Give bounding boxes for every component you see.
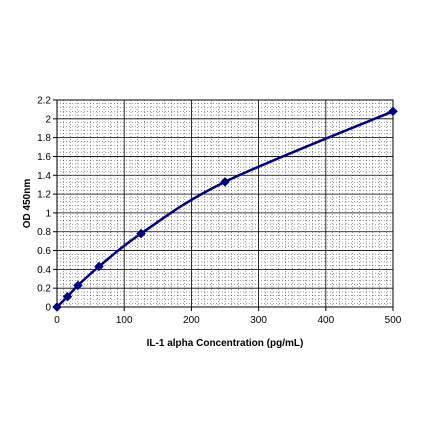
y-tick-label: 2	[45, 114, 51, 125]
data-point-diamond	[62, 291, 73, 302]
y-tick-label: 0	[45, 303, 51, 314]
data-point-diamond	[136, 228, 146, 239]
x-tick-label: 100	[116, 315, 133, 326]
y-axis-title: OD 450nm	[22, 179, 33, 229]
axis-ticks: 0 100 200 300 400 500 0 0.2 0.4 0.6 0.8 1 1.2 1.4 1.6 1…	[37, 96, 402, 327]
data-point-diamond	[73, 280, 83, 291]
y-tick-label: 0.4	[37, 265, 51, 276]
data-point-diamond	[52, 302, 62, 312]
x-tick-label: 400	[317, 315, 334, 326]
x-tick-label: 200	[183, 315, 200, 326]
x-tick-label: 0	[54, 315, 60, 326]
y-tick-label: 1.4	[37, 171, 51, 182]
data-point-diamond	[388, 106, 398, 117]
y-tick-label: 1.8	[37, 133, 51, 144]
plot-area	[56, 99, 394, 308]
data-point-diamond	[220, 177, 230, 187]
series-markers	[52, 106, 398, 312]
y-tick-label: 0.2	[37, 284, 51, 295]
grid	[57, 100, 393, 307]
y-tick-label: 1.2	[37, 190, 51, 201]
y-tick-label: 1.6	[37, 152, 51, 163]
x-tick-label: 500	[385, 315, 402, 326]
y-tick-label: 2.2	[37, 96, 51, 107]
data-point-diamond	[94, 261, 104, 272]
y-tick-label: 0.6	[37, 246, 51, 257]
y-tick-label: 0.8	[37, 227, 51, 238]
x-tick-label: 300	[250, 315, 267, 326]
x-axis-title: IL-1 alpha Concentration (pg/mL)	[147, 338, 304, 349]
y-tick-label: 1	[45, 208, 51, 219]
